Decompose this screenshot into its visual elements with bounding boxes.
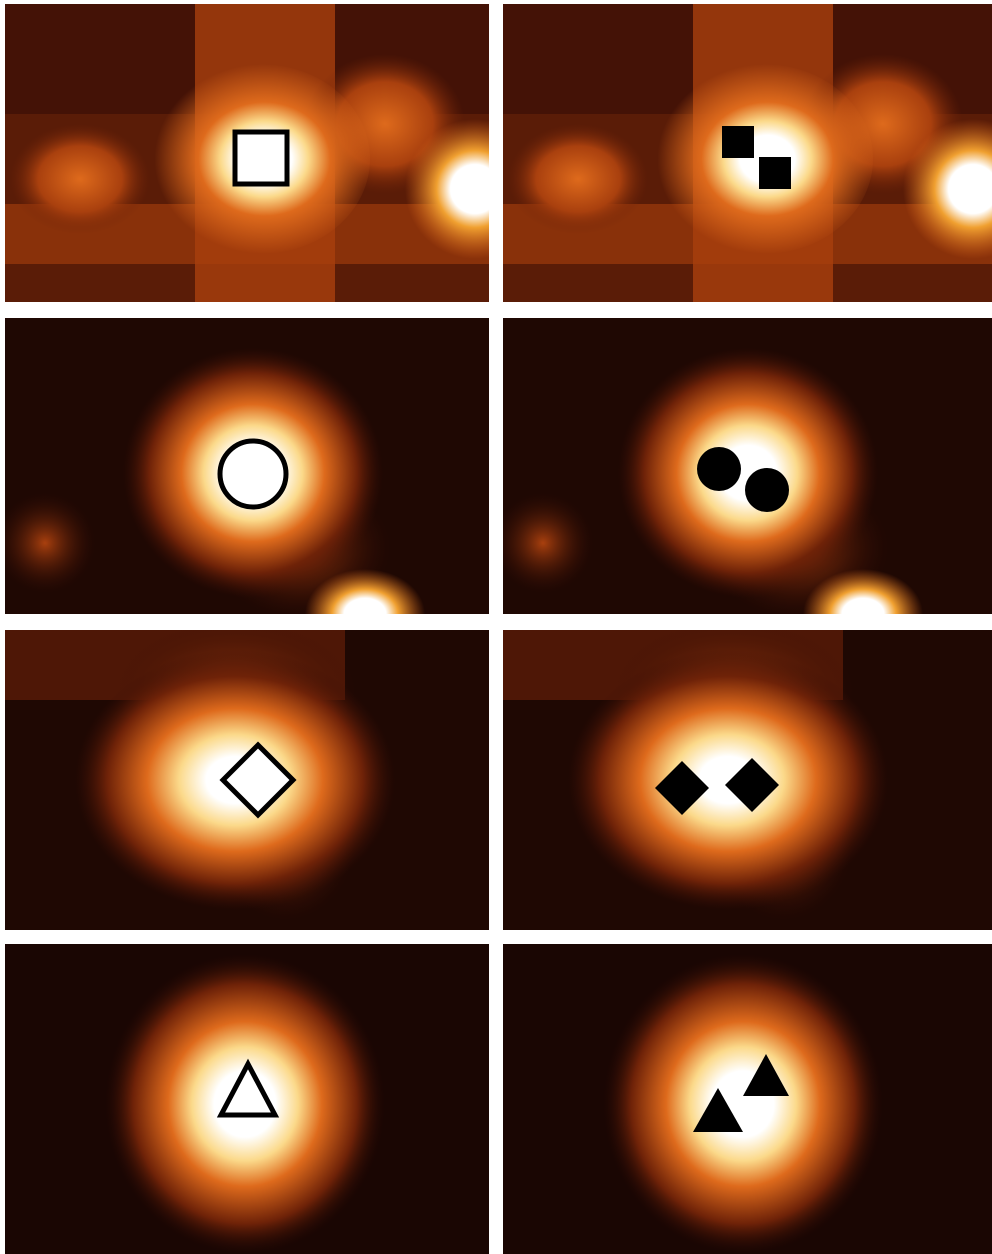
panel-circle-single: [5, 318, 489, 614]
panel-circle-double: [503, 318, 992, 614]
filled-circle-marker: [745, 468, 789, 512]
panel-diamond-double: [503, 630, 992, 930]
panel-diamond-single: [5, 630, 489, 930]
filled-square-marker: [722, 126, 754, 158]
filled-square-marker: [759, 157, 791, 189]
open-square-marker: [232, 129, 290, 187]
panel-square-double: [503, 4, 992, 302]
panel-triangle-single: [5, 944, 489, 1254]
filled-diamond-marker: [725, 758, 779, 812]
open-triangle-marker: [216, 1058, 280, 1118]
panel-square-single: [5, 4, 489, 302]
filled-diamond-marker: [655, 761, 709, 815]
filled-circle-marker: [697, 447, 741, 491]
panel-triangle-double: [503, 944, 992, 1254]
open-circle-marker: [217, 438, 289, 510]
filled-triangle-marker: [693, 1088, 743, 1132]
filled-triangle-marker: [743, 1054, 789, 1096]
open-diamond-marker: [219, 741, 297, 819]
